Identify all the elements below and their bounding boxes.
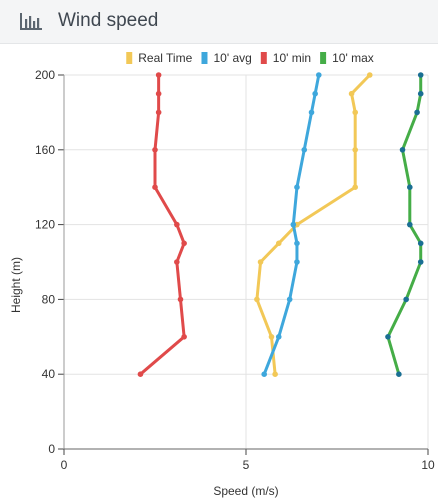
data-point[interactable] xyxy=(174,259,180,265)
legend-item[interactable]: 10' avg xyxy=(201,51,252,65)
data-point[interactable] xyxy=(417,240,424,247)
data-point[interactable] xyxy=(308,109,315,116)
data-point[interactable] xyxy=(275,240,282,247)
data-point[interactable] xyxy=(257,259,264,265)
data-point[interactable] xyxy=(414,109,420,116)
data-point[interactable] xyxy=(403,296,409,303)
data-point[interactable] xyxy=(366,72,373,78)
bar-chart-icon xyxy=(20,13,42,35)
data-point[interactable] xyxy=(254,296,260,303)
data-point[interactable] xyxy=(417,259,424,265)
data-point[interactable] xyxy=(181,334,187,340)
data-point[interactable] xyxy=(152,184,158,190)
y-tick-label: 80 xyxy=(42,292,56,306)
data-point[interactable] xyxy=(268,334,275,340)
data-point[interactable] xyxy=(152,147,158,153)
chart-series xyxy=(137,72,424,378)
data-point[interactable] xyxy=(396,371,402,378)
data-point[interactable] xyxy=(385,334,391,340)
data-point[interactable] xyxy=(294,184,300,190)
series-3 xyxy=(385,72,424,378)
chart-legend: Real Time 10' avg 10' min 10' max xyxy=(126,51,374,65)
series-1 xyxy=(261,72,322,378)
legend-swatch xyxy=(126,52,133,64)
data-point[interactable] xyxy=(407,221,413,228)
data-point[interactable] xyxy=(155,72,162,78)
chart-axes: 0 40 80 120 160 200 0 5 10 xyxy=(35,68,435,472)
legend-swatch xyxy=(320,52,327,64)
y-tick-label: 120 xyxy=(35,218,55,232)
x-tick-label: 10 xyxy=(421,458,435,472)
data-point[interactable] xyxy=(407,184,413,190)
wind-speed-chart: Real Time 10' avg 10' min 10' max 0 40 80 120 1… xyxy=(9,51,435,498)
data-point[interactable] xyxy=(137,371,144,378)
data-point[interactable] xyxy=(417,90,424,97)
data-point[interactable] xyxy=(177,296,184,303)
data-point[interactable] xyxy=(181,240,187,247)
legend-label: 10' max xyxy=(332,51,374,65)
data-point[interactable] xyxy=(294,259,300,265)
chart-grid xyxy=(64,74,429,449)
y-tick-label: 200 xyxy=(35,68,55,82)
data-point[interactable] xyxy=(352,184,359,190)
data-point[interactable] xyxy=(272,371,278,378)
data-point[interactable] xyxy=(417,72,424,78)
data-point[interactable] xyxy=(348,90,355,97)
data-point[interactable] xyxy=(294,240,300,247)
data-point[interactable] xyxy=(312,90,318,97)
data-point[interactable] xyxy=(301,147,308,153)
data-point[interactable] xyxy=(155,90,162,97)
legend-item[interactable]: 10' min xyxy=(260,51,311,65)
legend-label: 10' avg xyxy=(213,51,251,65)
legend-item[interactable]: Real Time xyxy=(126,51,193,65)
series-2 xyxy=(137,72,187,378)
y-tick-label: 160 xyxy=(35,143,55,157)
data-point[interactable] xyxy=(352,147,359,153)
legend-label: 10' min xyxy=(273,51,311,65)
panel-title: Wind speed xyxy=(58,10,159,31)
legend-item[interactable]: 10' max xyxy=(320,51,374,65)
legend-swatch xyxy=(201,52,208,64)
y-tick-label: 40 xyxy=(42,367,56,381)
data-point[interactable] xyxy=(275,334,282,340)
data-point[interactable] xyxy=(261,371,268,378)
data-point[interactable] xyxy=(290,221,297,228)
data-point[interactable] xyxy=(155,109,162,116)
x-axis-label: Speed (m/s) xyxy=(213,484,278,498)
y-axis-label: Height (m) xyxy=(9,257,23,313)
legend-swatch xyxy=(260,52,267,64)
x-tick-label: 5 xyxy=(243,458,250,472)
data-point[interactable] xyxy=(399,147,406,153)
data-point[interactable] xyxy=(352,109,359,116)
data-point[interactable] xyxy=(286,296,293,303)
legend-label: Real Time xyxy=(138,51,192,65)
series-0 xyxy=(254,72,373,378)
y-tick-label: 0 xyxy=(48,442,55,456)
data-point[interactable] xyxy=(316,72,322,78)
panel-header: Wind speed xyxy=(0,0,438,44)
x-tick-label: 0 xyxy=(61,458,68,472)
data-point[interactable] xyxy=(174,221,180,228)
